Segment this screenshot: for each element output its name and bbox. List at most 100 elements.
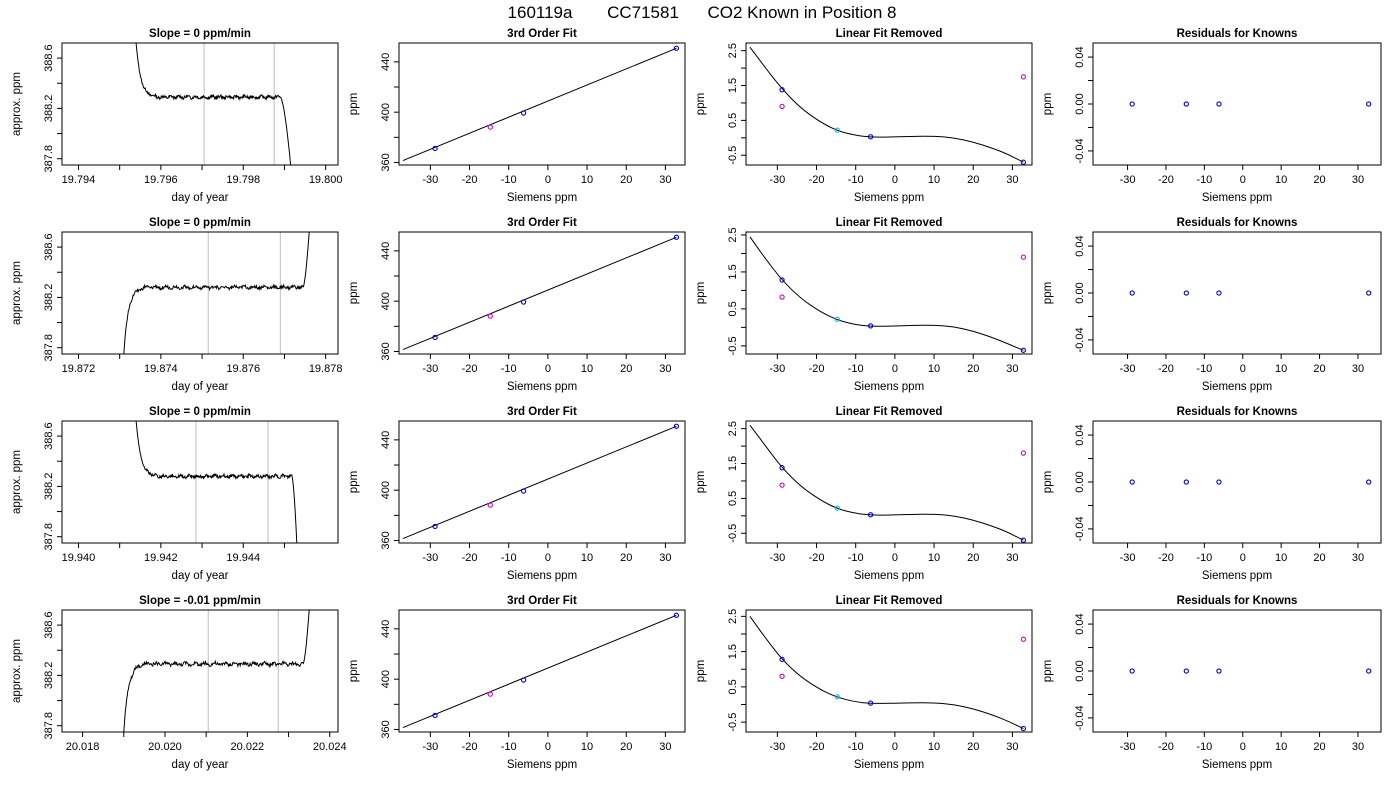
plot-marks bbox=[402, 45, 680, 162]
x-tick-label: 20 bbox=[967, 174, 979, 186]
y-tick-label: 440 bbox=[380, 431, 392, 449]
x-tick-label: 10 bbox=[928, 741, 940, 753]
x-tick-label: -10 bbox=[848, 552, 864, 564]
y-tick-label: -0.04 bbox=[1074, 327, 1086, 352]
x-tick-label: 20.018 bbox=[66, 741, 100, 753]
plot-frame bbox=[398, 231, 686, 355]
x-tick-label: -30 bbox=[422, 174, 438, 186]
y-tick-label: 0.5 bbox=[727, 113, 739, 128]
panel-title: Slope = 0 ppm/min bbox=[149, 217, 251, 229]
known-point bbox=[1183, 668, 1189, 674]
x-tick-label: -10 bbox=[848, 174, 864, 186]
x-tick-label: 10 bbox=[581, 363, 593, 375]
x-tick-label: -20 bbox=[1158, 552, 1174, 564]
panel-linear_removed-row1: Linear Fit Removed Siemens ppm ppm -30 -20 -1… bbox=[695, 28, 1033, 204]
x-tick-label: -20 bbox=[462, 552, 478, 564]
assigned-point bbox=[834, 127, 840, 133]
x-tick-label: 10 bbox=[581, 174, 593, 186]
x-tick-label: 30 bbox=[659, 741, 671, 753]
known-point bbox=[779, 277, 785, 283]
panel-title: Linear Fit Removed bbox=[836, 406, 943, 418]
reference-point bbox=[487, 124, 493, 130]
x-tick-label: 30 bbox=[1352, 741, 1364, 753]
x-axis-label: Siemens ppm bbox=[1202, 192, 1272, 204]
plot-marks bbox=[1129, 479, 1372, 485]
panel-title: Linear Fit Removed bbox=[836, 217, 943, 229]
x-tick-label: 20 bbox=[620, 741, 632, 753]
x-tick-label: -30 bbox=[1120, 363, 1136, 375]
panel-title: Linear Fit Removed bbox=[836, 28, 943, 40]
y-axis-label: ppm bbox=[348, 660, 360, 682]
x-tick-label: 0 bbox=[545, 552, 551, 564]
known-point bbox=[1129, 290, 1135, 296]
x-tick-label: 19.794 bbox=[62, 174, 96, 186]
panel-residuals-row4: Residuals for Knowns Siemens ppm ppm -30 -20… bbox=[1042, 595, 1382, 771]
x-tick-label: 30 bbox=[659, 174, 671, 186]
x-tick-label: -30 bbox=[422, 552, 438, 564]
panel-title: Residuals for Knowns bbox=[1177, 28, 1298, 40]
x-axis-label: day of year bbox=[172, 759, 229, 771]
x-tick-label: 20 bbox=[620, 174, 632, 186]
x-tick-label: 20 bbox=[967, 552, 979, 564]
plot-marks bbox=[1129, 290, 1372, 296]
x-axis-label: Siemens ppm bbox=[507, 192, 577, 204]
known-point bbox=[673, 45, 680, 51]
run-id: 160119a bbox=[508, 3, 573, 22]
y-tick-label: 360 bbox=[380, 720, 392, 738]
x-tick-label: -10 bbox=[501, 174, 517, 186]
x-tick-label: 20 bbox=[1313, 174, 1325, 186]
known-point bbox=[1129, 101, 1135, 107]
y-axis-label: ppm bbox=[695, 471, 707, 493]
known-point bbox=[779, 656, 785, 663]
known-point bbox=[432, 523, 438, 530]
plot-frame bbox=[1092, 42, 1382, 166]
x-tick-label: 0 bbox=[892, 741, 898, 753]
x-tick-label: -10 bbox=[501, 741, 517, 753]
y-tick-label: 388.2 bbox=[43, 662, 55, 690]
figure-header: 160119a CC71581 CO2 Known in Position 8 bbox=[508, 3, 897, 22]
residual-curve bbox=[749, 616, 1024, 729]
plot-frame bbox=[1092, 231, 1382, 355]
known-point bbox=[779, 87, 785, 93]
x-tick-label: 20 bbox=[1313, 363, 1325, 375]
x-tick-label: 20.024 bbox=[313, 741, 347, 753]
x-tick-label: -10 bbox=[1196, 741, 1212, 753]
x-tick-label: 19.942 bbox=[144, 552, 178, 564]
y-tick-label: 388.6 bbox=[43, 422, 55, 450]
x-tick-label: 10 bbox=[1275, 552, 1287, 564]
x-axis-label: day of year bbox=[172, 381, 229, 393]
plot-frame bbox=[745, 609, 1033, 733]
panel-title: Slope = -0.01 ppm/min bbox=[139, 595, 261, 607]
y-tick-label: 0.04 bbox=[1074, 613, 1086, 634]
known-point bbox=[779, 465, 785, 471]
x-tick-label: 19.872 bbox=[62, 363, 96, 375]
plot-marks bbox=[135, 43, 292, 165]
known-point bbox=[673, 423, 680, 429]
y-axis-label: approx. ppm bbox=[11, 450, 23, 514]
x-tick-label: -20 bbox=[1158, 741, 1174, 753]
y-tick-label: 388.6 bbox=[43, 233, 55, 261]
x-tick-label: -20 bbox=[809, 741, 825, 753]
known-point bbox=[867, 323, 874, 329]
x-tick-label: -20 bbox=[462, 741, 478, 753]
x-tick-label: -10 bbox=[1196, 363, 1212, 375]
x-tick-label: -30 bbox=[769, 174, 785, 186]
concentration-trace bbox=[135, 421, 298, 543]
reference-point bbox=[487, 691, 493, 697]
y-tick-label: 388.2 bbox=[43, 95, 55, 123]
x-tick-label: -30 bbox=[422, 741, 438, 753]
y-tick-label: 388.6 bbox=[43, 611, 55, 639]
x-axis-label: Siemens ppm bbox=[507, 570, 577, 582]
y-tick-label: 388.6 bbox=[43, 44, 55, 72]
x-tick-label: 30 bbox=[659, 552, 671, 564]
panel-fit-row1: 3rd Order Fit Siemens ppm ppm -30 -20 -10 0 10 2… bbox=[348, 28, 686, 204]
x-tick-label: 0 bbox=[892, 552, 898, 564]
y-tick-label: 2.5 bbox=[727, 421, 739, 436]
y-tick-label: -0.5 bbox=[727, 713, 739, 732]
known-point bbox=[1366, 668, 1372, 674]
x-tick-label: -30 bbox=[769, 363, 785, 375]
x-tick-label: -20 bbox=[809, 174, 825, 186]
y-tick-label: 0.04 bbox=[1074, 235, 1086, 256]
x-axis-label: Siemens ppm bbox=[507, 381, 577, 393]
panel-title: 3rd Order Fit bbox=[507, 217, 577, 229]
